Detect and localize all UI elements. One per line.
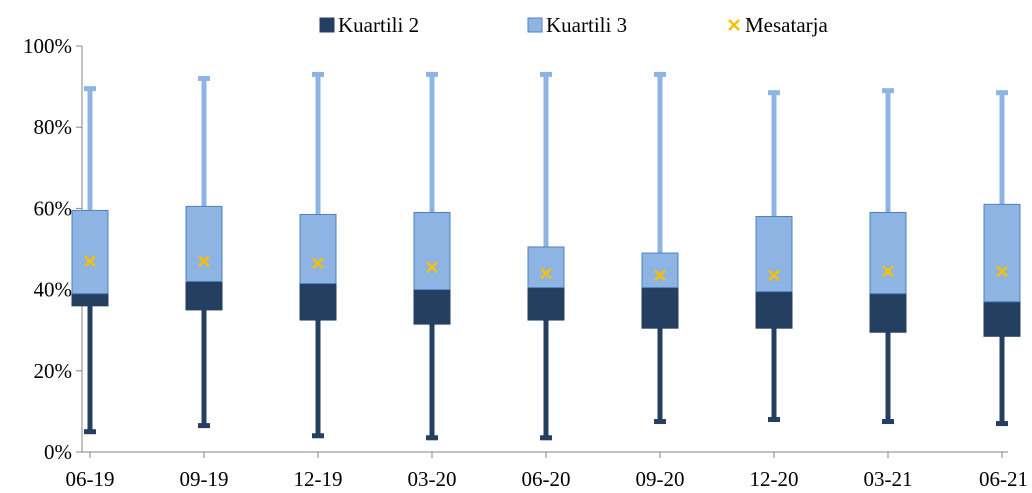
x-tick-label: 12-19: [294, 467, 343, 491]
mean-marker: [882, 265, 894, 278]
mean-marker-stroke-b: [996, 265, 1008, 278]
x-tick-label: 09-19: [180, 467, 229, 491]
x-tick-label: 06-21: [979, 467, 1028, 491]
box-group: [983, 90, 1021, 427]
box-kuartili-3: [299, 213, 337, 285]
y-tick-label: 40%: [34, 278, 73, 302]
box-kuartili-2: [413, 289, 451, 325]
legend-label: Mesatarja: [745, 13, 828, 37]
box-group: [71, 86, 109, 435]
mean-marker: [996, 265, 1008, 278]
box-group: [413, 71, 451, 441]
mean-marker-stroke-b: [882, 265, 894, 278]
box-kuartili-2: [299, 283, 337, 321]
legend-swatch: [527, 17, 543, 33]
box-kuartili-3: [869, 211, 907, 295]
y-tick-label: 100%: [23, 34, 72, 58]
box-group: [527, 71, 565, 441]
x-tick-label: 06-19: [66, 467, 115, 491]
plot-area: [71, 71, 1021, 441]
box-kuartili-2: [185, 280, 223, 311]
mean-marker-stroke-b: [312, 257, 324, 270]
box-group: [755, 90, 793, 423]
y-tick-label: 80%: [34, 115, 73, 139]
legend: Kuartili 2 Kuartili 3 Mesatarja: [319, 13, 828, 37]
legend-label: Kuartili 2: [338, 13, 419, 37]
box-kuartili-2: [869, 293, 907, 333]
box-kuartili-3: [983, 203, 1021, 303]
legend-item: Mesatarja: [728, 13, 828, 37]
mean-marker-stroke-b: [768, 269, 780, 282]
box-kuartili-2: [527, 287, 565, 321]
legend-item: Kuartili 2: [319, 13, 419, 37]
x-tick-label: 12-20: [750, 467, 799, 491]
mean-marker-stroke-b: [198, 255, 210, 268]
mean-marker: [540, 267, 552, 280]
box-kuartili-3: [527, 246, 565, 289]
mean-marker-stroke-b: [540, 267, 552, 280]
mean-marker-stroke-b: [84, 255, 96, 268]
x-tick-label: 06-20: [522, 467, 571, 491]
mean-marker-stroke-b: [426, 261, 438, 274]
box-group: [641, 71, 679, 425]
box-group: [299, 71, 337, 439]
box-kuartili-3: [641, 252, 679, 289]
box-kuartili-3: [185, 205, 223, 282]
y-tick-label: 0%: [44, 440, 72, 464]
box-group: [869, 88, 907, 425]
mean-marker: [84, 255, 96, 268]
box-kuartili-2: [641, 287, 679, 329]
x-tick-label: 03-20: [408, 467, 457, 491]
box-kuartili-3: [413, 211, 451, 291]
legend-swatch-stroke-b: [728, 19, 740, 31]
mean-marker: [768, 269, 780, 282]
mean-marker: [198, 255, 210, 268]
mean-marker: [426, 261, 438, 274]
box-kuartili-2: [71, 293, 109, 307]
x-tick-label: 03-21: [864, 467, 913, 491]
y-tick-label: 20%: [34, 359, 73, 383]
box-kuartili-3: [71, 209, 109, 295]
mean-marker: [312, 257, 324, 270]
legend-swatch: [319, 17, 335, 33]
box-kuartili-2: [983, 301, 1021, 337]
box-group: [185, 75, 223, 429]
box-kuartili-2: [755, 291, 793, 329]
legend-item: Kuartili 3: [527, 13, 627, 37]
box-kuartili-3: [755, 216, 793, 293]
mean-marker-stroke-b: [654, 269, 666, 282]
x-tick-label: 09-20: [636, 467, 685, 491]
mean-marker: [654, 269, 666, 282]
y-tick-label: 60%: [34, 196, 73, 220]
legend-label: Kuartili 3: [546, 13, 627, 37]
axes: 0% 20% 40% 60% 80% 100% 06-19 09-19 12-19 03-20 06…: [23, 34, 1028, 491]
